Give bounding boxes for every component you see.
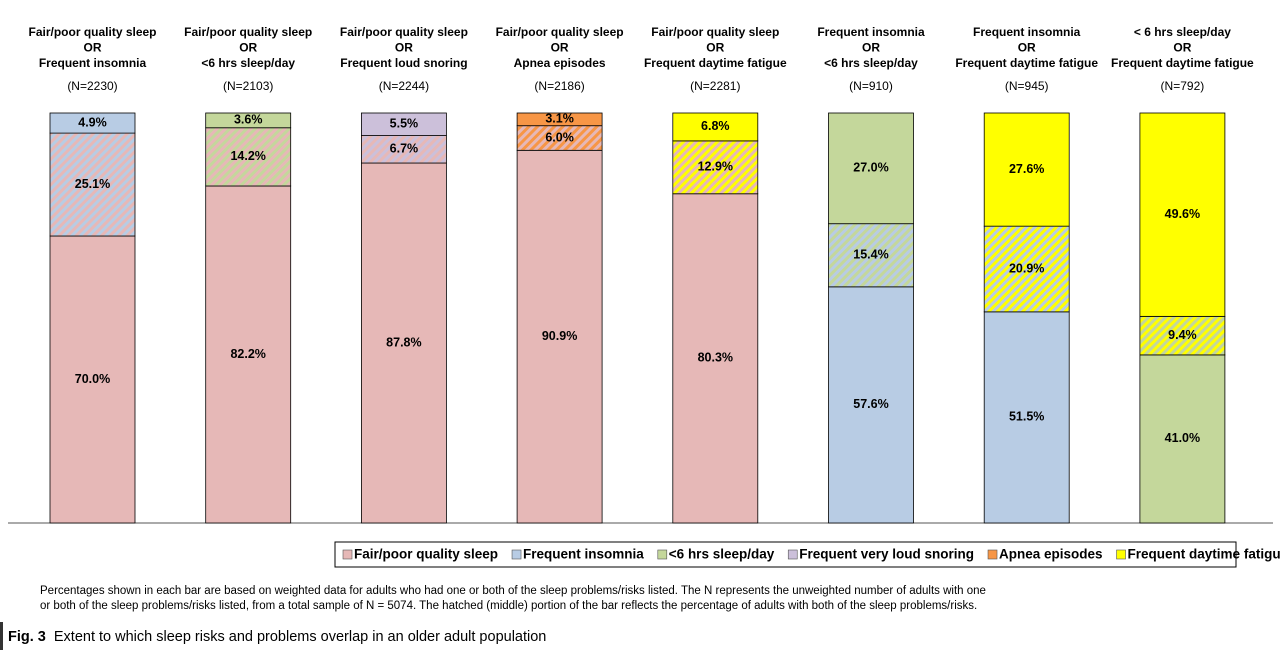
bar-header: OR	[551, 41, 569, 55]
bar-segment	[672, 140, 759, 195]
value-label: 9.4%	[1168, 328, 1197, 342]
value-label: 5.5%	[390, 117, 419, 131]
bar-header: Fair/poor quality sleep	[496, 25, 624, 39]
value-label: 12.9%	[698, 160, 733, 174]
bar-n: (N=792)	[1161, 79, 1205, 93]
bar-segment	[205, 185, 292, 524]
value-label: 20.9%	[1009, 261, 1044, 275]
bar-header: OR	[84, 41, 102, 55]
bar-segment	[516, 125, 603, 151]
bar-header: Frequent insomnia	[39, 56, 147, 70]
bar-n: (N=2281)	[690, 79, 740, 93]
bar-segment	[360, 162, 447, 524]
value-label: 6.0%	[545, 130, 574, 144]
bar-segment	[828, 112, 914, 225]
value-label: 41.0%	[1165, 431, 1200, 445]
bar-header: OR	[1173, 41, 1191, 55]
bar-header: Fair/poor quality sleep	[651, 25, 779, 39]
value-label: 4.9%	[78, 115, 107, 129]
bar-header: Frequent daytime fatigue	[644, 56, 787, 70]
legend-label: <6 hrs sleep/day	[669, 547, 775, 562]
bar-header: Frequent insomnia	[973, 25, 1081, 39]
value-label: 49.6%	[1165, 207, 1200, 221]
bar-segment	[205, 112, 292, 129]
bar-header: <6 hrs sleep/day	[824, 56, 918, 70]
bar-header: OR	[239, 41, 257, 55]
note: Percentages shown in each bar are based …	[40, 585, 986, 597]
note: or both of the sleep problems/risks list…	[40, 600, 977, 612]
legend-swatch	[1116, 549, 1126, 560]
bar-header: OR	[706, 41, 724, 55]
legend-label: Frequent daytime fatigue	[1128, 547, 1281, 562]
legend-label: Apnea episodes	[999, 547, 1103, 562]
bar-header: Frequent daytime fatigue	[1111, 56, 1254, 70]
bar-segment	[205, 127, 292, 187]
bar-segment	[49, 132, 136, 237]
bar-header: <6 hrs sleep/day	[201, 56, 295, 70]
bar-n: (N=2230)	[67, 79, 117, 93]
caption-text: Extent to which sleep risks and problems…	[54, 629, 546, 645]
bar-segment	[1139, 354, 1226, 524]
value-label: 3.1%	[545, 112, 574, 126]
bar-segment	[672, 193, 759, 524]
bar-n: (N=2244)	[379, 79, 429, 93]
legend-label: Frequent insomnia	[523, 547, 644, 562]
bar-header: < 6 hrs sleep/day	[1134, 25, 1231, 39]
bar-segment	[516, 149, 603, 524]
bar-segment	[360, 135, 447, 164]
bar-segment	[360, 112, 447, 136]
legend-swatch	[511, 549, 522, 560]
value-label: 14.2%	[230, 149, 265, 163]
bar-segment	[828, 286, 914, 524]
bar-segment	[983, 311, 1070, 524]
value-label: 15.4%	[853, 248, 888, 262]
legend-swatch	[987, 549, 998, 560]
value-label: 25.1%	[75, 177, 110, 191]
caption: Fig. 3 Extent to which sleep risks and pr…	[8, 629, 546, 645]
value-label: 70.0%	[75, 372, 110, 386]
caption-prefix: Fig. 3	[8, 629, 46, 645]
bar-header: Frequent loud snoring	[340, 56, 467, 70]
bar-header: Fair/poor quality sleep	[184, 25, 312, 39]
value-label: 82.2%	[230, 347, 265, 361]
bar-segment	[672, 112, 759, 142]
legend-box	[334, 541, 1237, 568]
value-label: 87.8%	[386, 335, 421, 349]
bar-segment	[516, 112, 603, 127]
legend-swatch	[342, 549, 353, 560]
bar-segment	[983, 225, 1070, 313]
value-label: 57.6%	[853, 397, 888, 411]
value-label: 6.7%	[390, 142, 419, 156]
value-label: 27.6%	[1009, 162, 1044, 176]
legend-swatch	[787, 549, 798, 560]
bar-header: OR	[1018, 41, 1036, 55]
bar-header: Fair/poor quality sleep	[28, 25, 156, 39]
bar-header: OR	[862, 41, 880, 55]
bar-header: Apnea episodes	[514, 56, 606, 70]
bar-n: (N=910)	[849, 79, 893, 93]
value-label: 80.3%	[698, 351, 733, 365]
value-label: 6.8%	[701, 119, 730, 133]
bar-segment	[1139, 315, 1226, 356]
bar-segment	[49, 235, 136, 524]
bar-header: Frequent daytime fatigue	[955, 56, 1098, 70]
value-label: 27.0%	[853, 161, 888, 175]
bar-n: (N=2103)	[223, 79, 273, 93]
value-label: 51.5%	[1009, 410, 1044, 424]
bar-segment	[49, 112, 136, 134]
bar-n: (N=945)	[1005, 79, 1049, 93]
bar-header: Frequent insomnia	[817, 25, 925, 39]
bar-header: Fair/poor quality sleep	[340, 25, 468, 39]
bar-n: (N=2186)	[534, 79, 584, 93]
caption-bar	[0, 622, 3, 650]
value-label: 3.6%	[234, 113, 263, 127]
bar-segment	[983, 112, 1070, 227]
bar-segment	[1139, 112, 1226, 317]
value-label: 90.9%	[542, 329, 577, 343]
legend-label: Fair/poor quality sleep	[354, 547, 498, 562]
legend-swatch	[657, 549, 668, 560]
bar-header: OR	[395, 41, 413, 55]
legend-label: Frequent very loud snoring	[799, 547, 974, 562]
